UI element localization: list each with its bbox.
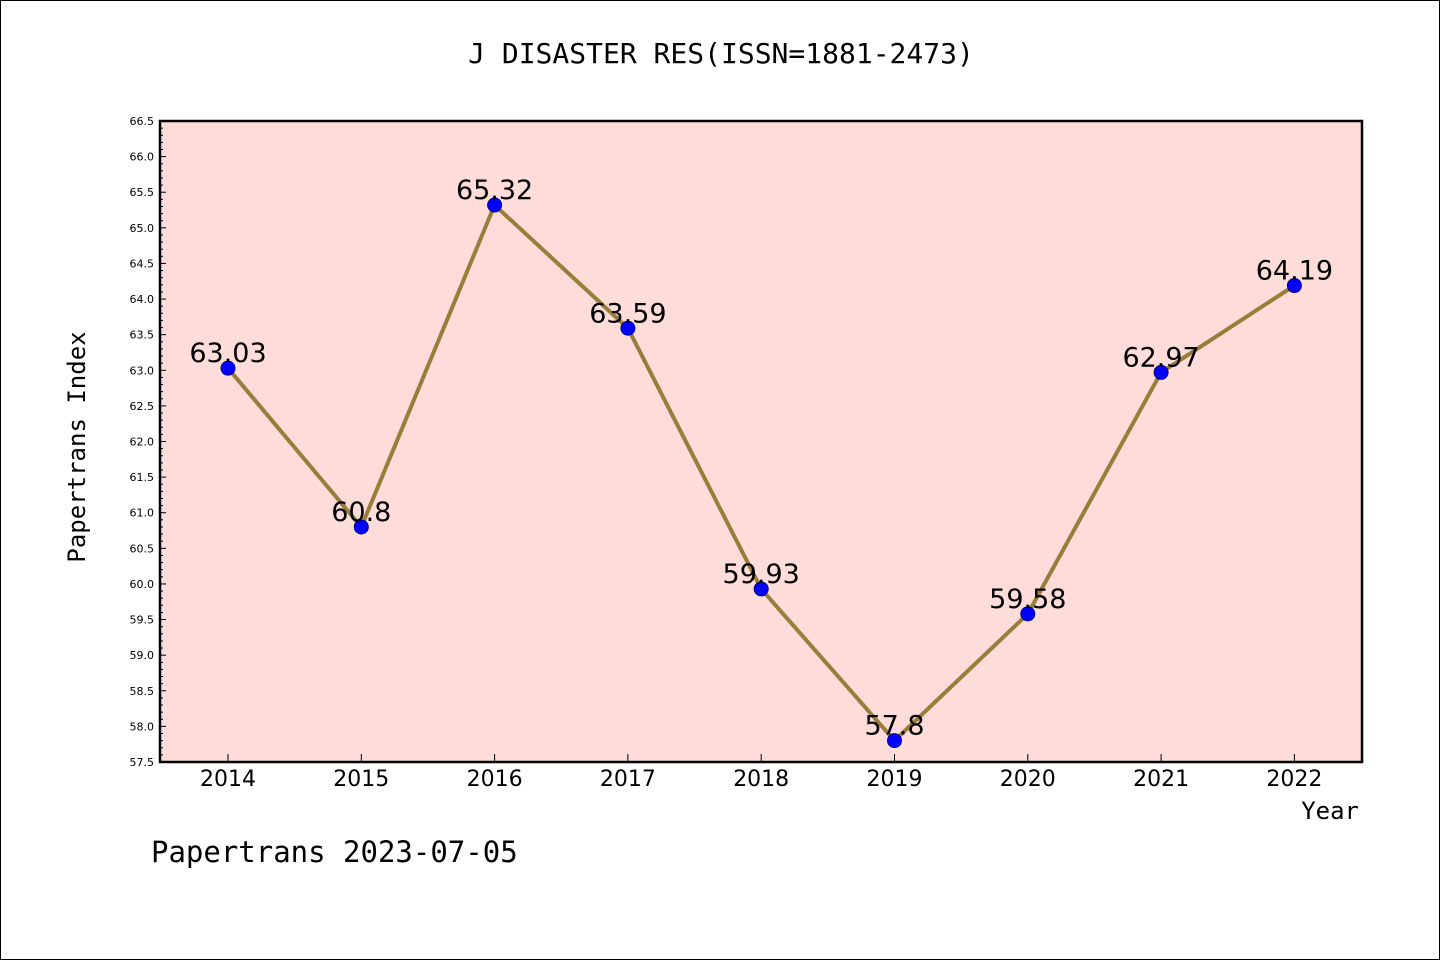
y-tick-label: 61.5: [130, 471, 155, 484]
x-tick-label: 2019: [867, 767, 923, 792]
x-tick-label: 2017: [600, 767, 656, 792]
x-tick-label: 2020: [1000, 767, 1056, 792]
data-label: 59.58: [989, 584, 1066, 615]
x-tick-label: 2016: [467, 767, 523, 792]
y-tick-label: 61.0: [130, 507, 155, 520]
data-label: 65.32: [456, 175, 533, 206]
y-tick-label: 64.0: [130, 293, 155, 306]
data-label: 63.03: [189, 338, 266, 369]
data-point: [353, 519, 369, 535]
x-tick-label: 2022: [1266, 767, 1322, 792]
x-tick-label: 2014: [200, 767, 256, 792]
data-label: 60.8: [331, 497, 391, 528]
x-axis-label: Year: [1301, 797, 1359, 825]
plot-area: [160, 121, 1362, 762]
y-tick-label: 59.5: [130, 614, 155, 627]
chart-title: J DISASTER RES(ISSN=1881-2473): [468, 37, 974, 70]
data-label: 57.8: [864, 711, 924, 742]
y-tick-label: 65.0: [130, 222, 155, 235]
y-tick-label: 64.5: [130, 257, 155, 270]
data-point: [1020, 606, 1036, 622]
y-tick-label: 63.0: [130, 364, 155, 377]
data-label: 59.93: [723, 559, 800, 590]
y-tick-label: 60.5: [130, 542, 155, 555]
y-tick-label: 62.5: [130, 400, 155, 413]
y-tick-label: 65.5: [130, 186, 155, 199]
x-tick-label: 2015: [333, 767, 389, 792]
y-tick-label: 58.0: [130, 720, 155, 733]
data-point: [1153, 364, 1169, 380]
footer-watermark: Papertrans 2023-07-05: [151, 835, 518, 869]
data-label: 64.19: [1256, 256, 1333, 287]
y-tick-label: 62.0: [130, 436, 155, 449]
y-tick-label: 59.0: [130, 649, 155, 662]
data-point: [1286, 278, 1302, 294]
data-label: 62.97: [1122, 342, 1199, 373]
y-axis-label: Papertrans Index: [63, 331, 91, 563]
data-label: 63.59: [589, 298, 666, 329]
y-tick-label: 66.5: [130, 115, 155, 128]
x-tick-label: 2021: [1133, 767, 1189, 792]
data-point: [620, 320, 636, 336]
data-point: [487, 197, 503, 213]
data-point: [753, 581, 769, 597]
plot-border: [158, 119, 1364, 764]
data-point: [220, 360, 236, 376]
x-tick-label: 2018: [733, 767, 789, 792]
y-tick-label: 63.5: [130, 329, 155, 342]
y-tick-label: 60.0: [130, 578, 155, 591]
y-tick-label: 66.0: [130, 151, 155, 164]
y-tick-label: 58.5: [130, 685, 155, 698]
data-point: [887, 733, 902, 749]
y-tick-label: 57.5: [130, 756, 155, 769]
